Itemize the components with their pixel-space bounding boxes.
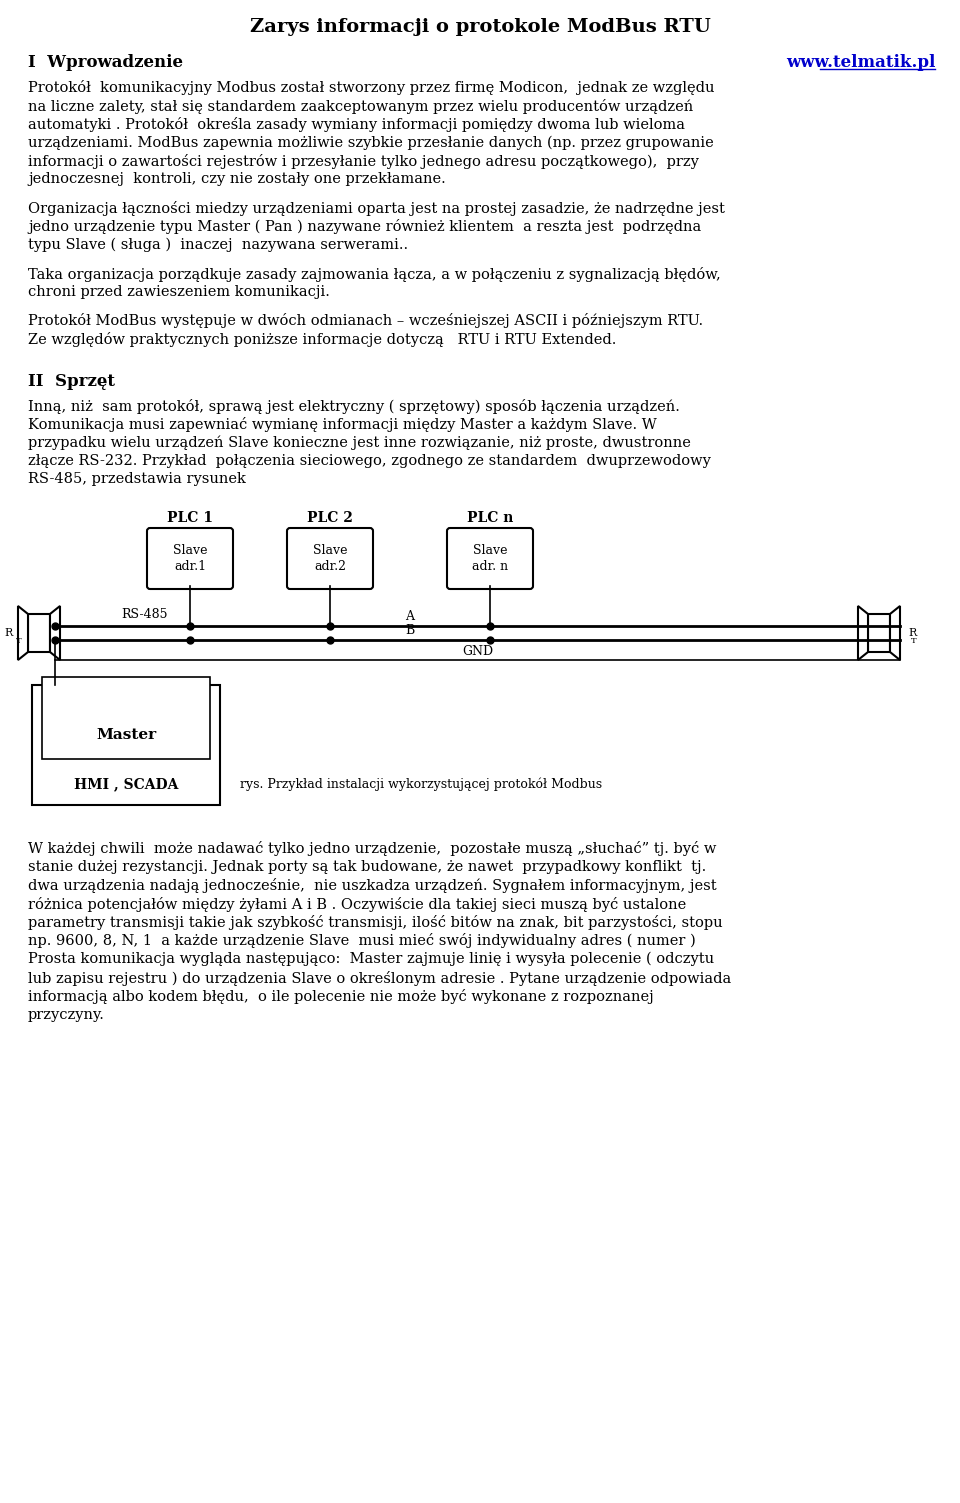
Text: chroni przed zawieszeniem komunikacji.: chroni przed zawieszeniem komunikacji.: [28, 286, 330, 299]
Text: złącze RS-232. Przykład  połączenia sieciowego, zgodnego ze standardem  dwuprzew: złącze RS-232. Przykład połączenia sieci…: [28, 454, 710, 467]
Text: informacji o zawartości rejestrów i przesyłanie tylko jednego adresu początkoweg: informacji o zawartości rejestrów i prze…: [28, 153, 699, 168]
Text: RS-485: RS-485: [122, 609, 168, 621]
Text: różnica potencjałów między żyłami A i B . Oczywiście dla takiej sieci muszą być : różnica potencjałów między żyłami A i B …: [28, 896, 686, 911]
Text: Protokół ModBus występuje w dwóch odmianach – wcześniejszej ASCII i późniejszym : Protokół ModBus występuje w dwóch odmian…: [28, 314, 703, 329]
Polygon shape: [18, 606, 28, 660]
Text: przypadku wielu urządzeń Slave konieczne jest inne rozwiązanie, niż proste, dwus: przypadku wielu urządzeń Slave konieczne…: [28, 436, 691, 449]
Text: na liczne zalety, stał się standardem zaakceptowanym przez wielu producentów urz: na liczne zalety, stał się standardem za…: [28, 99, 693, 114]
Text: Slave
adr.2: Slave adr.2: [313, 544, 348, 573]
Text: www.telmatik.pl: www.telmatik.pl: [785, 54, 935, 71]
Text: PLC 1: PLC 1: [167, 511, 213, 525]
Text: lub zapisu rejestru ) do urządzenia Slave o określonym adresie . Pytane urządzen: lub zapisu rejestru ) do urządzenia Slav…: [28, 971, 732, 986]
Polygon shape: [50, 606, 60, 660]
Text: Prosta komunikacja wygląda następująco:  Master zajmuje linię i wysyła polecenie: Prosta komunikacja wygląda następująco: …: [28, 951, 714, 966]
Text: PLC n: PLC n: [467, 511, 514, 525]
Text: II  Sprzęt: II Sprzęt: [28, 373, 115, 389]
Text: parametry transmisji takie jak szybkość transmisji, ilość bitów na znak, bit par: parametry transmisji takie jak szybkość …: [28, 915, 723, 930]
Text: Zarys informacji o protokole ModBus RTU: Zarys informacji o protokole ModBus RTU: [250, 18, 710, 36]
Text: B: B: [405, 624, 415, 637]
Text: automatyki . Protokół  określa zasady wymiany informacji pomiędzy dwoma lub wiel: automatyki . Protokół określa zasady wym…: [28, 117, 685, 132]
Text: Ze względów praktycznych poniższe informacje dotyczą   RTU i RTU Extended.: Ze względów praktycznych poniższe inform…: [28, 332, 616, 347]
Bar: [42, 676, 210, 759]
Text: Slave
adr. n: Slave adr. n: [472, 544, 508, 573]
Text: HMI , SCADA: HMI , SCADA: [74, 777, 179, 791]
Text: dwa urządzenia nadają jednocześnie,  nie uszkadza urządzeń. Sygnałem informacyjn: dwa urządzenia nadają jednocześnie, nie …: [28, 878, 716, 893]
FancyBboxPatch shape: [447, 528, 533, 589]
Text: R: R: [5, 628, 13, 637]
Text: typu Slave ( sługa )  inaczej  nazywana serwerami..: typu Slave ( sługa ) inaczej nazywana se…: [28, 237, 408, 253]
Text: Taka organizacja porządkuje zasady zajmowania łącza, a w połączeniu z sygnalizac: Taka organizacja porządkuje zasady zajmo…: [28, 266, 721, 281]
Text: Master: Master: [96, 727, 156, 742]
Bar: [28, 615, 50, 652]
Text: Protokół  komunikacyjny Modbus został stworzony przez firmę Modicon,  jednak ze : Protokół komunikacyjny Modbus został stw…: [28, 80, 714, 95]
Text: W każdej chwili  może nadawać tylko jedno urządzenie,  pozostałe muszą „słuchać”: W każdej chwili może nadawać tylko jedno…: [28, 842, 716, 857]
Text: Komunikacja musi zapewniać wymianę informacji między Master a każdym Slave. W: Komunikacja musi zapewniać wymianę infor…: [28, 416, 657, 431]
Text: A: A: [405, 610, 414, 624]
Text: T: T: [16, 637, 22, 645]
Text: I  Wprowadzenie: I Wprowadzenie: [28, 54, 183, 71]
Text: R: R: [908, 628, 916, 637]
Text: Slave
adr.1: Slave adr.1: [173, 544, 207, 573]
Text: RS-485, przedstawia rysunek: RS-485, przedstawia rysunek: [28, 472, 246, 487]
Text: jednoczesnej  kontroli, czy nie zostały one przekłamane.: jednoczesnej kontroli, czy nie zostały o…: [28, 173, 445, 186]
Text: stanie dużej rezystancji. Jednak porty są tak budowane, że nawet  przypadkowy ko: stanie dużej rezystancji. Jednak porty s…: [28, 860, 707, 873]
Text: PLC 2: PLC 2: [307, 511, 353, 525]
Text: T: T: [911, 637, 917, 645]
Text: Inną, niż  sam protokół, sprawą jest elektryczny ( sprzętowy) sposób łączenia ur: Inną, niż sam protokół, sprawą jest elek…: [28, 398, 680, 413]
Text: jedno urządzenie typu Master ( Pan ) nazywane również klientem  a reszta jest  p: jedno urządzenie typu Master ( Pan ) naz…: [28, 219, 701, 234]
FancyBboxPatch shape: [287, 528, 373, 589]
Bar: [868, 615, 890, 652]
Text: Organizacja łączności miedzy urządzeniami oparta jest na prostej zasadzie, że na: Organizacja łączności miedzy urządzeniam…: [28, 201, 725, 216]
Text: np. 9600, 8, N, 1  a każde urządzenie Slave  musi mieć swój indywidualny adres (: np. 9600, 8, N, 1 a każde urządzenie Sla…: [28, 933, 696, 948]
Text: przyczyny.: przyczyny.: [28, 1007, 105, 1022]
Bar: [32, 685, 220, 806]
Text: informacją albo kodem błędu,  o ile polecenie nie może być wykonane z rozpoznane: informacją albo kodem błędu, o ile polec…: [28, 989, 654, 1004]
Text: GND: GND: [462, 645, 493, 658]
Polygon shape: [858, 606, 868, 660]
FancyBboxPatch shape: [147, 528, 233, 589]
Text: urządzeniami. ModBus zapewnia możliwie szybkie przesłanie danych (np. przez grup: urządzeniami. ModBus zapewnia możliwie s…: [28, 135, 713, 150]
Text: rys. Przykład instalacji wykorzystującej protokół Modbus: rys. Przykład instalacji wykorzystującej…: [240, 777, 602, 791]
Polygon shape: [890, 606, 900, 660]
